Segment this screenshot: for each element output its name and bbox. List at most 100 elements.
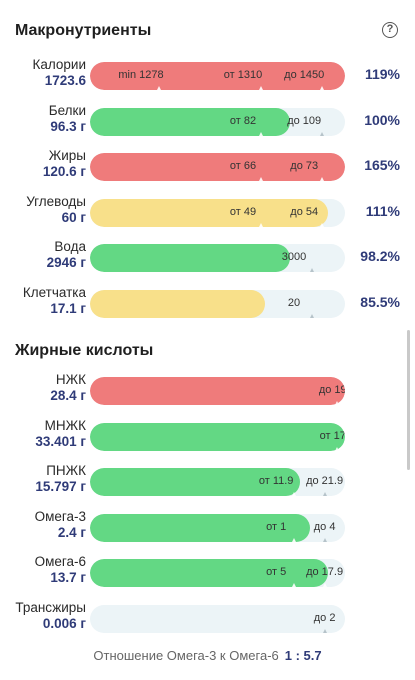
nutrient-row[interactable]: ПНЖК 15.797 г от 11.9 до 21.9 [0,462,415,508]
range-marker-label: до 19.9 [318,384,345,396]
progress-fill [90,289,265,318]
range-tick [310,268,314,272]
range-tick [310,313,314,318]
progress-fill [90,468,301,496]
range-marker-label: от 66 [229,160,257,172]
nutrient-percent: 111% [365,202,400,219]
nutrient-amount: 13.7 г [50,570,86,585]
progress-fill [90,244,290,272]
range-tick [259,177,263,181]
range-marker-label: до 109 [287,114,322,127]
nutrient-row[interactable]: Углеводы 60 г от 49 до 54 111% [0,193,415,239]
nutrient-row[interactable]: Омега-3 2.4 г от 1 до 4 [0,508,415,554]
range-tick [335,401,340,405]
range-tick [320,177,325,181]
nutrient-amount: 2.4 г [57,524,86,540]
range-tick [292,492,297,496]
range-tick [320,86,325,90]
nutrient-label: НЖК [55,372,86,387]
range-tick [320,222,325,227]
fatty-acids-title: Жирные кислоты [15,342,154,359]
omega-ratio: Отношение Омега-3 к Омега-6 1 : 5.7 [0,648,415,663]
progress-bar: до 19.9 [90,377,345,405]
range-marker-label: до 21.9 [306,475,344,487]
nutrient-percent: 98.2% [360,248,400,264]
range-marker-label: от 49 [229,205,257,218]
nutrient-amount: 0.006 г [42,615,86,631]
range-marker-label: от 5 [266,566,287,578]
progress-fill [90,62,345,90]
progress-bar: от 5 до 17.9 [90,559,345,587]
nutrient-amount: 28.4 г [50,388,86,403]
range-marker-label: min 1278 [118,69,164,81]
progress-bar: min 1278 от 1310 до 1450 [90,62,345,90]
nutrient-amount: 60 г [61,209,86,225]
nutrient-label: МНЖК [44,417,86,433]
progress-bar: 20 [90,289,345,318]
nutrient-percent: 85.5% [360,293,400,310]
nutrient-percent: 100% [364,111,400,128]
nutrient-label: Омега-3 [34,508,86,524]
macronutrients-title: Макронутриенты [15,22,152,39]
range-tick [292,537,297,542]
progress-fill [90,559,328,587]
progress-fill [90,422,345,451]
nutrient-amount: 33.401 г [35,433,86,449]
range-tick [292,583,297,587]
range-tick [320,131,325,136]
range-marker-label: от 1 [266,520,287,533]
progress-bar: 3000 [90,244,345,272]
range-tick [322,492,327,496]
range-tick [322,628,327,633]
nutrient-amount: 15.797 г [35,479,86,494]
nutrient-row[interactable]: Клетчатка 17.1 г 20 85.5% [0,284,415,330]
nutrient-label: Трансжиры [15,599,86,615]
range-marker-label: 3000 [281,251,307,263]
nutrient-percent: 165% [364,157,400,173]
range-marker-label: до 54 [290,205,319,218]
nutrient-label: ПНЖК [46,463,86,478]
nutrient-row[interactable]: Белки 96.3 г от 82 до 109 100% [0,102,415,148]
range-marker-label: до 1450 [284,69,325,81]
nutrient-amount: 96.3 г [50,118,86,134]
range-marker-label: от 82 [229,114,257,127]
nutrient-row[interactable]: Трансжиры 0.006 г до 2 [0,599,415,645]
range-marker-label: до 2 [313,611,336,624]
nutrient-label: Белки [48,102,86,118]
nutrient-label: Омега-6 [34,554,86,569]
range-tick [335,446,340,451]
range-marker-label: от 11.9 [258,475,294,487]
nutrient-row[interactable]: Вода 2946 г 3000 98.2% [0,238,415,284]
omega-ratio-value: 1 : 5.7 [284,648,322,663]
range-marker-label: до 4 [313,520,336,533]
range-tick [259,86,263,90]
range-tick [157,86,161,90]
range-marker-label: от 1310 [223,69,263,81]
range-marker-label: от 17.9 [319,429,345,442]
progress-fill [90,107,290,136]
nutrient-amount: 2946 г [46,255,86,270]
omega-ratio-label: Отношение Омега-3 к Омега-6 [93,648,279,663]
nutrient-amount: 120.6 г [42,164,86,179]
range-tick [322,583,327,587]
progress-bar: от 11.9 до 21.9 [90,468,345,496]
help-icon[interactable]: ? [382,22,398,38]
range-marker-label: до 17.9 [306,566,344,578]
nutrient-row[interactable]: Калории 1723.6 min 1278 от 1310 до 1450 119% [0,56,415,102]
nutrient-label: Калории [32,57,87,72]
nutrient-row[interactable]: Жиры 120.6 г от 66 до 73 165% [0,147,415,193]
progress-bar: от 49 до 54 [90,198,345,227]
range-tick [259,222,263,227]
range-marker-label: 20 [287,296,301,309]
range-marker-label: до 73 [290,160,319,172]
nutrient-label: Клетчатка [22,284,86,300]
progress-fill [90,513,311,542]
progress-bar: от 66 до 73 [90,153,345,181]
progress-bar: до 2 [90,604,345,633]
scrollbar[interactable] [407,330,410,470]
nutrient-row[interactable]: Омега-6 13.7 г от 5 до 17.9 [0,553,415,599]
nutrient-label: Углеводы [26,193,86,209]
progress-fill [90,153,345,181]
